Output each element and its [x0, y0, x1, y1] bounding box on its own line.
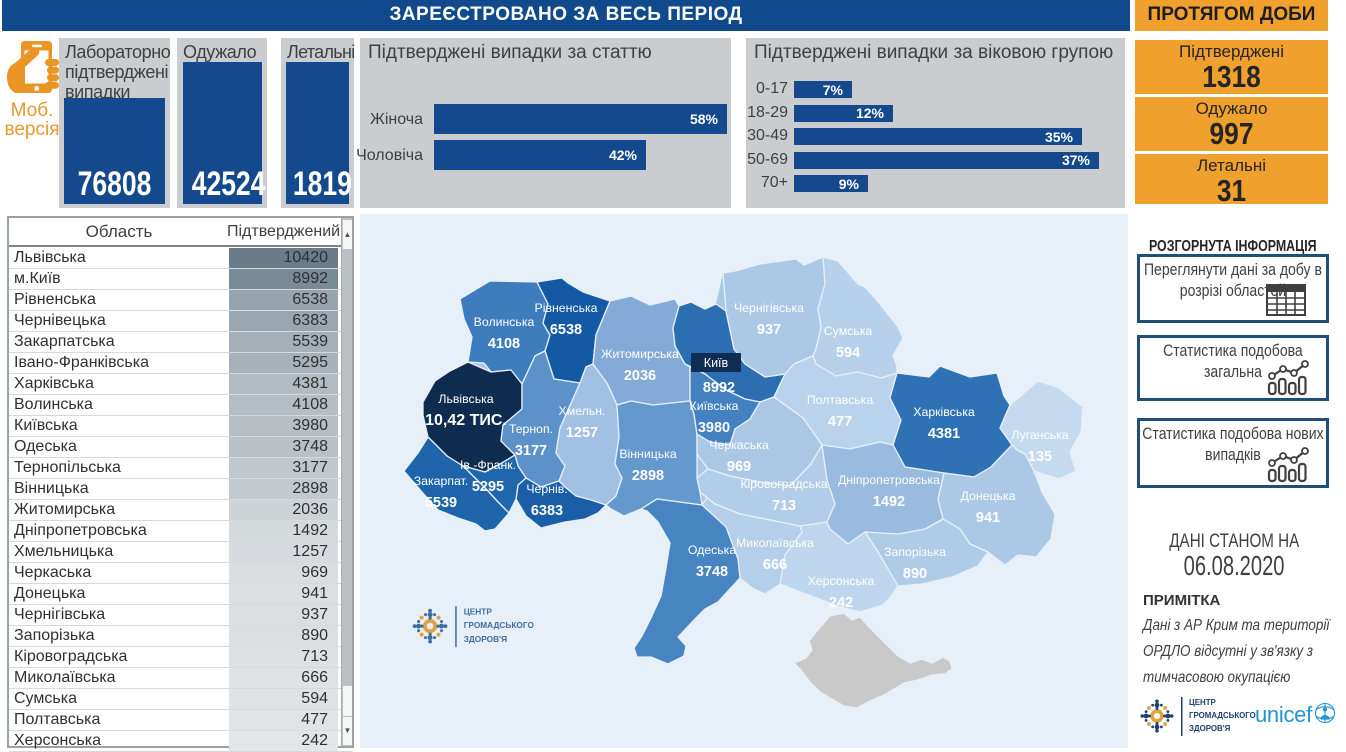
- svg-text:6383: 6383: [531, 503, 563, 519]
- svg-text:Харківська: Харківська: [913, 405, 975, 419]
- svg-text:Київ: Київ: [704, 356, 729, 370]
- svg-text:ЗДОРОВ'Я: ЗДОРОВ'Я: [464, 634, 507, 644]
- svg-text:Закарпат.: Закарпат.: [414, 474, 469, 488]
- svg-text:3177: 3177: [515, 443, 547, 459]
- svg-text:ГРОМАДСЬКОГО: ГРОМАДСЬКОГО: [464, 620, 535, 630]
- svg-text:Черкаська: Черкаська: [709, 438, 769, 452]
- svg-text:Луганська: Луганська: [1011, 428, 1068, 442]
- svg-text:Херсонська: Херсонська: [808, 574, 875, 588]
- svg-text:Полтавська: Полтавська: [807, 393, 874, 407]
- svg-text:Запорізька: Запорізька: [884, 545, 946, 559]
- svg-text:ЦЕНТР: ЦЕНТР: [464, 607, 493, 617]
- svg-text:Одеська: Одеська: [688, 543, 737, 557]
- svg-text:941: 941: [976, 510, 1000, 526]
- svg-text:Терноп.: Терноп.: [509, 422, 553, 436]
- svg-text:Волинська: Волинська: [474, 315, 535, 329]
- svg-text:ЦЕНТР: ЦЕНТР: [1189, 698, 1216, 707]
- svg-text:Київська: Київська: [690, 399, 739, 413]
- svg-text:1492: 1492: [873, 494, 905, 510]
- svg-text:10,42 ТИС.: 10,42 ТИС.: [425, 412, 507, 429]
- svg-text:Рівненська: Рівненська: [535, 301, 598, 315]
- svg-text:1257: 1257: [566, 425, 598, 441]
- svg-text:6538: 6538: [550, 322, 582, 338]
- svg-text:5539: 5539: [425, 495, 457, 511]
- svg-text:3980: 3980: [698, 420, 730, 436]
- svg-text:Миколаївська: Миколаївська: [736, 536, 814, 550]
- svg-text:5295: 5295: [472, 479, 504, 495]
- svg-text:4381: 4381: [928, 426, 960, 442]
- svg-text:666: 666: [763, 557, 787, 573]
- svg-text:Дніпропетровська: Дніпропетровська: [838, 473, 940, 487]
- svg-text:135: 135: [1028, 449, 1052, 465]
- svg-text:3748: 3748: [696, 564, 728, 580]
- svg-text:ГРОМАДСЬКОГО: ГРОМАДСЬКОГО: [1189, 711, 1256, 720]
- svg-text:ЗДОРОВ'Я: ЗДОРОВ'Я: [1189, 724, 1231, 733]
- svg-text:Житомирська: Житомирська: [601, 347, 679, 361]
- svg-text:Кіровоградська: Кіровоградська: [740, 477, 827, 491]
- svg-text:Донецька: Донецька: [961, 489, 1016, 503]
- svg-text:Львівська: Львівська: [438, 392, 493, 406]
- svg-text:477: 477: [828, 414, 852, 430]
- svg-text:4108: 4108: [488, 336, 520, 352]
- svg-text:Ів.-Франк.: Ів.-Франк.: [460, 458, 516, 472]
- svg-text:937: 937: [757, 322, 781, 338]
- svg-text:Хмельн.: Хмельн.: [559, 404, 606, 418]
- svg-text:Вінницька: Вінницька: [619, 447, 676, 461]
- svg-text:242: 242: [829, 595, 853, 611]
- svg-text:Чернігівська: Чернігівська: [734, 301, 804, 315]
- svg-text:Чернів.: Чернів.: [526, 482, 567, 496]
- svg-text:unicef: unicef: [1255, 702, 1313, 727]
- svg-text:969: 969: [727, 459, 751, 475]
- svg-text:2898: 2898: [632, 468, 664, 484]
- svg-text:2036: 2036: [624, 368, 656, 384]
- svg-text:Сумська: Сумська: [824, 324, 873, 338]
- svg-text:8992: 8992: [703, 380, 735, 396]
- svg-text:713: 713: [772, 498, 796, 514]
- svg-text:594: 594: [836, 345, 860, 361]
- svg-text:890: 890: [903, 566, 927, 582]
